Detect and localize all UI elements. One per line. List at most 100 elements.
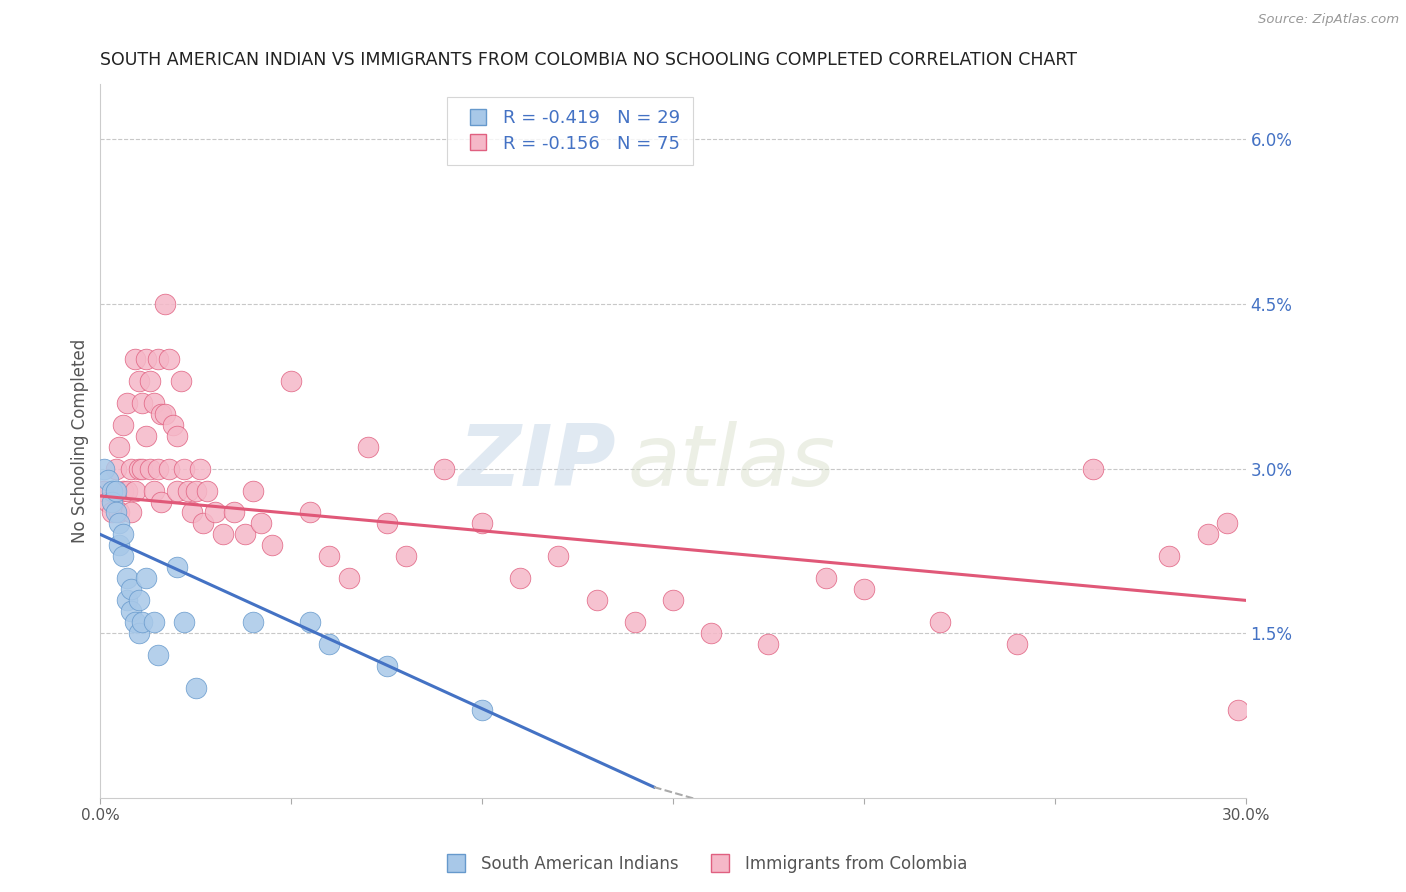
Point [120, 461, 142, 475]
Point [146, 461, 169, 475]
Point [1005, 637, 1028, 651]
Point [375, 659, 398, 673]
Point [280, 374, 302, 388]
Point [155, 297, 177, 311]
Point [131, 461, 153, 475]
Point [131, 395, 153, 409]
Point [249, 516, 271, 531]
Point [124, 615, 146, 630]
Point [112, 483, 135, 498]
Point [471, 516, 494, 531]
Legend: South American Indians, Immigrants from Colombia: South American Indians, Immigrants from … [432, 848, 974, 880]
Point [108, 506, 131, 520]
Point [139, 461, 162, 475]
Point [108, 440, 131, 454]
Point [124, 351, 146, 366]
Point [128, 461, 150, 475]
Point [471, 703, 494, 717]
Point [356, 440, 378, 454]
Point [662, 593, 685, 607]
Legend: R = -0.419   N = 29, R = -0.156   N = 75: R = -0.419 N = 29, R = -0.156 N = 75 [447, 96, 693, 165]
Point [166, 560, 188, 574]
Point [1197, 527, 1219, 541]
Y-axis label: No Schooling Completed: No Schooling Completed [72, 339, 89, 543]
Point [758, 637, 780, 651]
Point [262, 538, 284, 552]
Point [104, 483, 127, 498]
Point [166, 483, 188, 498]
Point [157, 351, 180, 366]
Point [193, 516, 215, 531]
Point [112, 549, 135, 564]
Point [135, 351, 157, 366]
Point [101, 483, 124, 498]
Point [1159, 549, 1181, 564]
Point [211, 527, 233, 541]
Point [222, 506, 245, 520]
Point [104, 461, 127, 475]
Point [128, 593, 150, 607]
Point [112, 527, 135, 541]
Point [115, 395, 138, 409]
Point [131, 615, 153, 630]
Point [120, 506, 142, 520]
Point [115, 571, 138, 585]
Point [177, 483, 200, 498]
Text: atlas: atlas [627, 421, 835, 504]
Point [204, 506, 226, 520]
Point [93, 461, 115, 475]
Point [135, 571, 157, 585]
Point [181, 506, 204, 520]
Point [509, 571, 531, 585]
Point [139, 374, 162, 388]
Point [547, 549, 569, 564]
Point [150, 494, 173, 508]
Point [104, 506, 127, 520]
Point [120, 604, 142, 618]
Point [375, 516, 398, 531]
Point [146, 648, 169, 663]
Point [242, 615, 264, 630]
Point [142, 615, 165, 630]
Point [142, 483, 165, 498]
Point [108, 538, 131, 552]
Point [101, 506, 124, 520]
Text: ZIP: ZIP [458, 421, 616, 504]
Point [184, 681, 207, 696]
Text: SOUTH AMERICAN INDIAN VS IMMIGRANTS FROM COLOMBIA NO SCHOOLING COMPLETED CORRELA: SOUTH AMERICAN INDIAN VS IMMIGRANTS FROM… [100, 51, 1077, 69]
Point [299, 506, 322, 520]
Point [150, 407, 173, 421]
Text: Source: ZipAtlas.com: Source: ZipAtlas.com [1258, 13, 1399, 27]
Point [318, 549, 340, 564]
Point [162, 417, 184, 432]
Point [700, 626, 723, 640]
Point [188, 461, 211, 475]
Point [128, 626, 150, 640]
Point [852, 582, 875, 597]
Point [135, 428, 157, 442]
Point [93, 483, 115, 498]
Point [235, 527, 257, 541]
Point [169, 374, 191, 388]
Point [1227, 703, 1250, 717]
Point [124, 483, 146, 498]
Point [929, 615, 952, 630]
Point [146, 351, 169, 366]
Point [97, 494, 120, 508]
Point [242, 483, 264, 498]
Point [120, 582, 142, 597]
Point [1081, 461, 1104, 475]
Point [318, 637, 340, 651]
Point [97, 473, 120, 487]
Point [1215, 516, 1237, 531]
Point [195, 483, 218, 498]
Point [115, 593, 138, 607]
Point [299, 615, 322, 630]
Point [112, 417, 135, 432]
Point [173, 615, 195, 630]
Point [184, 483, 207, 498]
Point [128, 374, 150, 388]
Point [108, 516, 131, 531]
Point [155, 407, 177, 421]
Point [624, 615, 647, 630]
